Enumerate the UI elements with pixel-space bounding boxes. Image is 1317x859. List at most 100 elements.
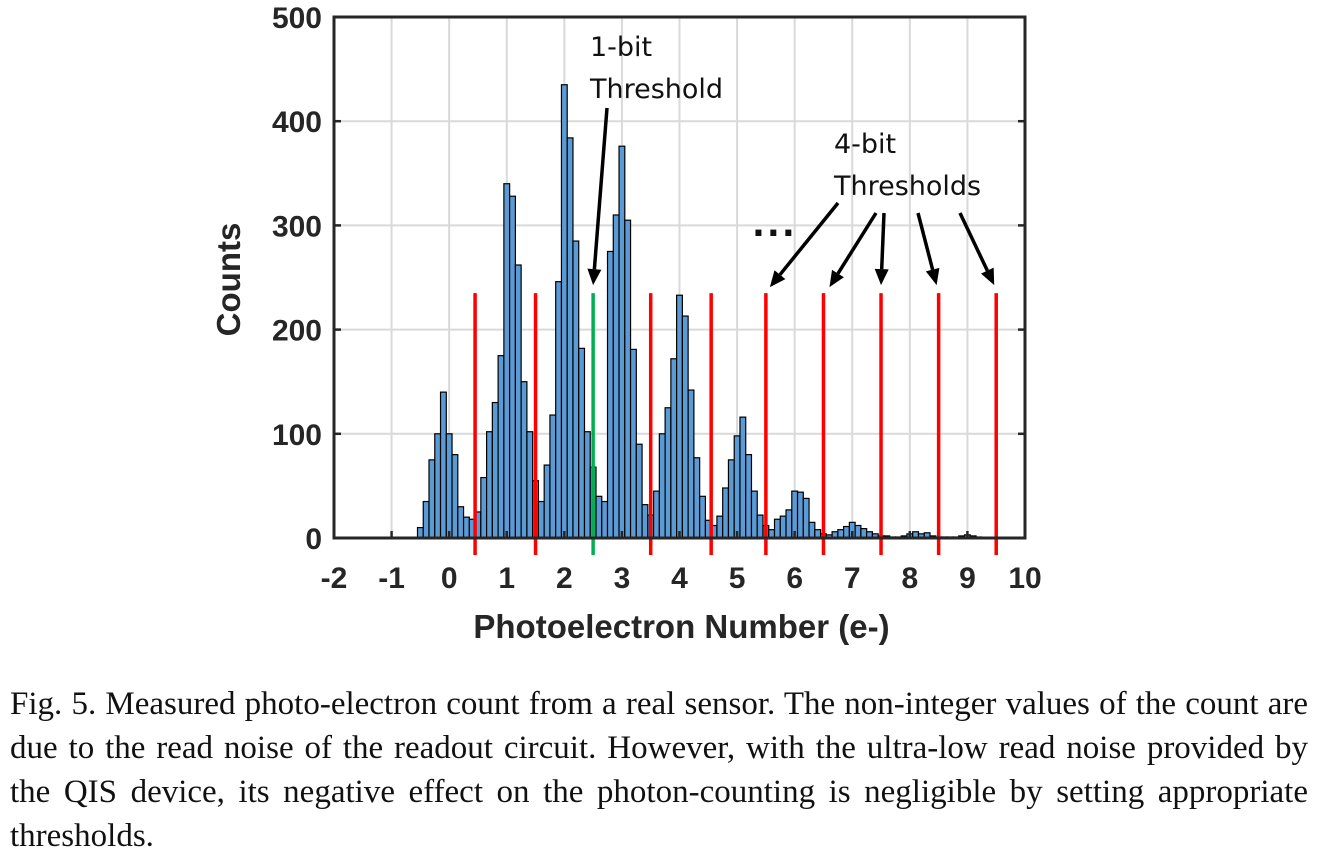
histogram-bar <box>485 431 493 539</box>
y-tick-label: 100 <box>272 419 322 452</box>
histogram-bar <box>773 518 781 539</box>
annotation-arrow <box>916 212 940 286</box>
ellipsis-label: ... <box>752 205 797 245</box>
histogram-bar <box>750 490 758 539</box>
x-tick-label: 7 <box>844 562 861 595</box>
histogram-bar <box>641 504 649 539</box>
x-axis-title: Photoelectron Number (e-) <box>473 608 889 645</box>
one-bit-label-line2: Threshold <box>589 74 723 105</box>
histogram-bar <box>428 459 436 539</box>
y-axis-title: Counts <box>210 223 247 337</box>
histogram-bar <box>595 495 603 539</box>
x-tick-label: 8 <box>901 562 918 595</box>
histogram-bar <box>572 240 580 539</box>
histogram-bar <box>727 459 735 539</box>
histogram-bar <box>526 431 534 539</box>
annotation-arrow <box>874 212 889 286</box>
histogram-bar <box>612 214 620 539</box>
four-bit-label-line1: 4-bit <box>834 129 896 160</box>
four-bit-label-line2: Thresholds <box>833 171 981 202</box>
histogram-bar <box>629 348 637 539</box>
histogram-bar <box>549 414 557 539</box>
histogram-bar <box>514 264 522 539</box>
x-tick-label: 1 <box>498 562 515 595</box>
histogram-bar <box>560 84 568 539</box>
x-tick-label: -1 <box>378 562 405 595</box>
histogram-bar <box>439 391 447 539</box>
annotation-arrow <box>587 107 609 286</box>
y-tick-label: 0 <box>305 523 322 556</box>
histogram-bar <box>785 509 793 539</box>
histogram-bar <box>555 281 563 539</box>
histogram-bar <box>808 521 816 539</box>
histogram-bar <box>693 457 701 539</box>
histogram-bar <box>624 219 632 539</box>
histogram-bar <box>618 145 626 539</box>
histogram-bar <box>445 433 453 539</box>
y-tick-label: 500 <box>272 2 322 35</box>
histogram-bar <box>843 525 850 539</box>
y-tick-label: 400 <box>272 106 322 139</box>
histogram-bar <box>543 464 551 539</box>
x-tick-label: 9 <box>959 562 976 595</box>
histogram-bar <box>791 490 799 539</box>
histogram-bar <box>716 515 724 539</box>
histogram-bar <box>434 433 442 539</box>
histogram-bar <box>676 294 683 539</box>
one-bit-label-line1: 1-bit <box>590 32 652 63</box>
x-tick-label: 4 <box>671 562 688 595</box>
histogram-bar <box>462 516 470 539</box>
histogram-bar <box>681 315 689 539</box>
annotation-arrow <box>829 212 878 288</box>
histogram-bar <box>566 137 574 539</box>
histogram-bar <box>796 491 804 539</box>
histogram-bar <box>509 195 516 539</box>
histogram-bar <box>457 506 465 539</box>
figure-caption: Fig. 5. Measured photo-electron count fr… <box>10 686 1308 854</box>
threshold-lines <box>473 293 998 555</box>
histogram-bar <box>635 443 643 539</box>
y-tick-label: 200 <box>272 315 322 348</box>
annotation-arrow <box>958 212 995 286</box>
histogram-bar <box>739 416 747 539</box>
x-tick-label: 6 <box>786 562 803 595</box>
histogram-bar <box>416 526 424 539</box>
histogram-bar <box>520 381 528 539</box>
histogram-bar <box>583 431 591 539</box>
histogram-bar <box>503 183 511 539</box>
histogram-bar <box>687 389 695 539</box>
histogram-bar <box>802 497 810 539</box>
histogram-bar <box>658 433 666 539</box>
histogram-bar <box>779 515 787 539</box>
histogram-bar <box>854 524 862 539</box>
histogram-bar <box>606 250 614 539</box>
histogram-bar <box>491 401 499 539</box>
histogram-bar <box>699 495 707 539</box>
axis-ticks <box>332 15 1027 540</box>
x-tick-label: 0 <box>441 562 458 595</box>
x-tick-labels: -2 -1 0 1 2 3 4 5 6 7 8 9 10 <box>321 562 1042 595</box>
histogram-bar <box>537 500 545 539</box>
histogram-bar <box>745 454 753 539</box>
histogram-bar <box>480 476 488 539</box>
histogram-bar <box>670 358 678 539</box>
histogram-bar <box>601 500 609 539</box>
x-tick-label: 5 <box>729 562 746 595</box>
y-tick-labels: 0 100 200 300 400 500 <box>272 2 322 556</box>
histogram-bar <box>422 500 430 539</box>
histogram-bar <box>756 514 764 539</box>
x-tick-label: 3 <box>614 562 631 595</box>
histogram-bar <box>652 490 660 539</box>
annotations: 1-bit Threshold 4-bit Thresholds ... <box>587 32 995 288</box>
annotation-arrow <box>769 201 840 288</box>
x-tick-label: 10 <box>1008 562 1041 595</box>
histogram-bar <box>664 407 672 539</box>
histogram-bar <box>451 454 459 539</box>
x-tick-label: -2 <box>321 562 348 595</box>
histogram-bar <box>497 355 505 539</box>
y-tick-label: 300 <box>272 210 322 243</box>
histogram-bar <box>578 347 586 539</box>
x-tick-label: 2 <box>556 562 573 595</box>
histogram-bar <box>733 435 741 539</box>
histogram-bar <box>722 487 730 539</box>
